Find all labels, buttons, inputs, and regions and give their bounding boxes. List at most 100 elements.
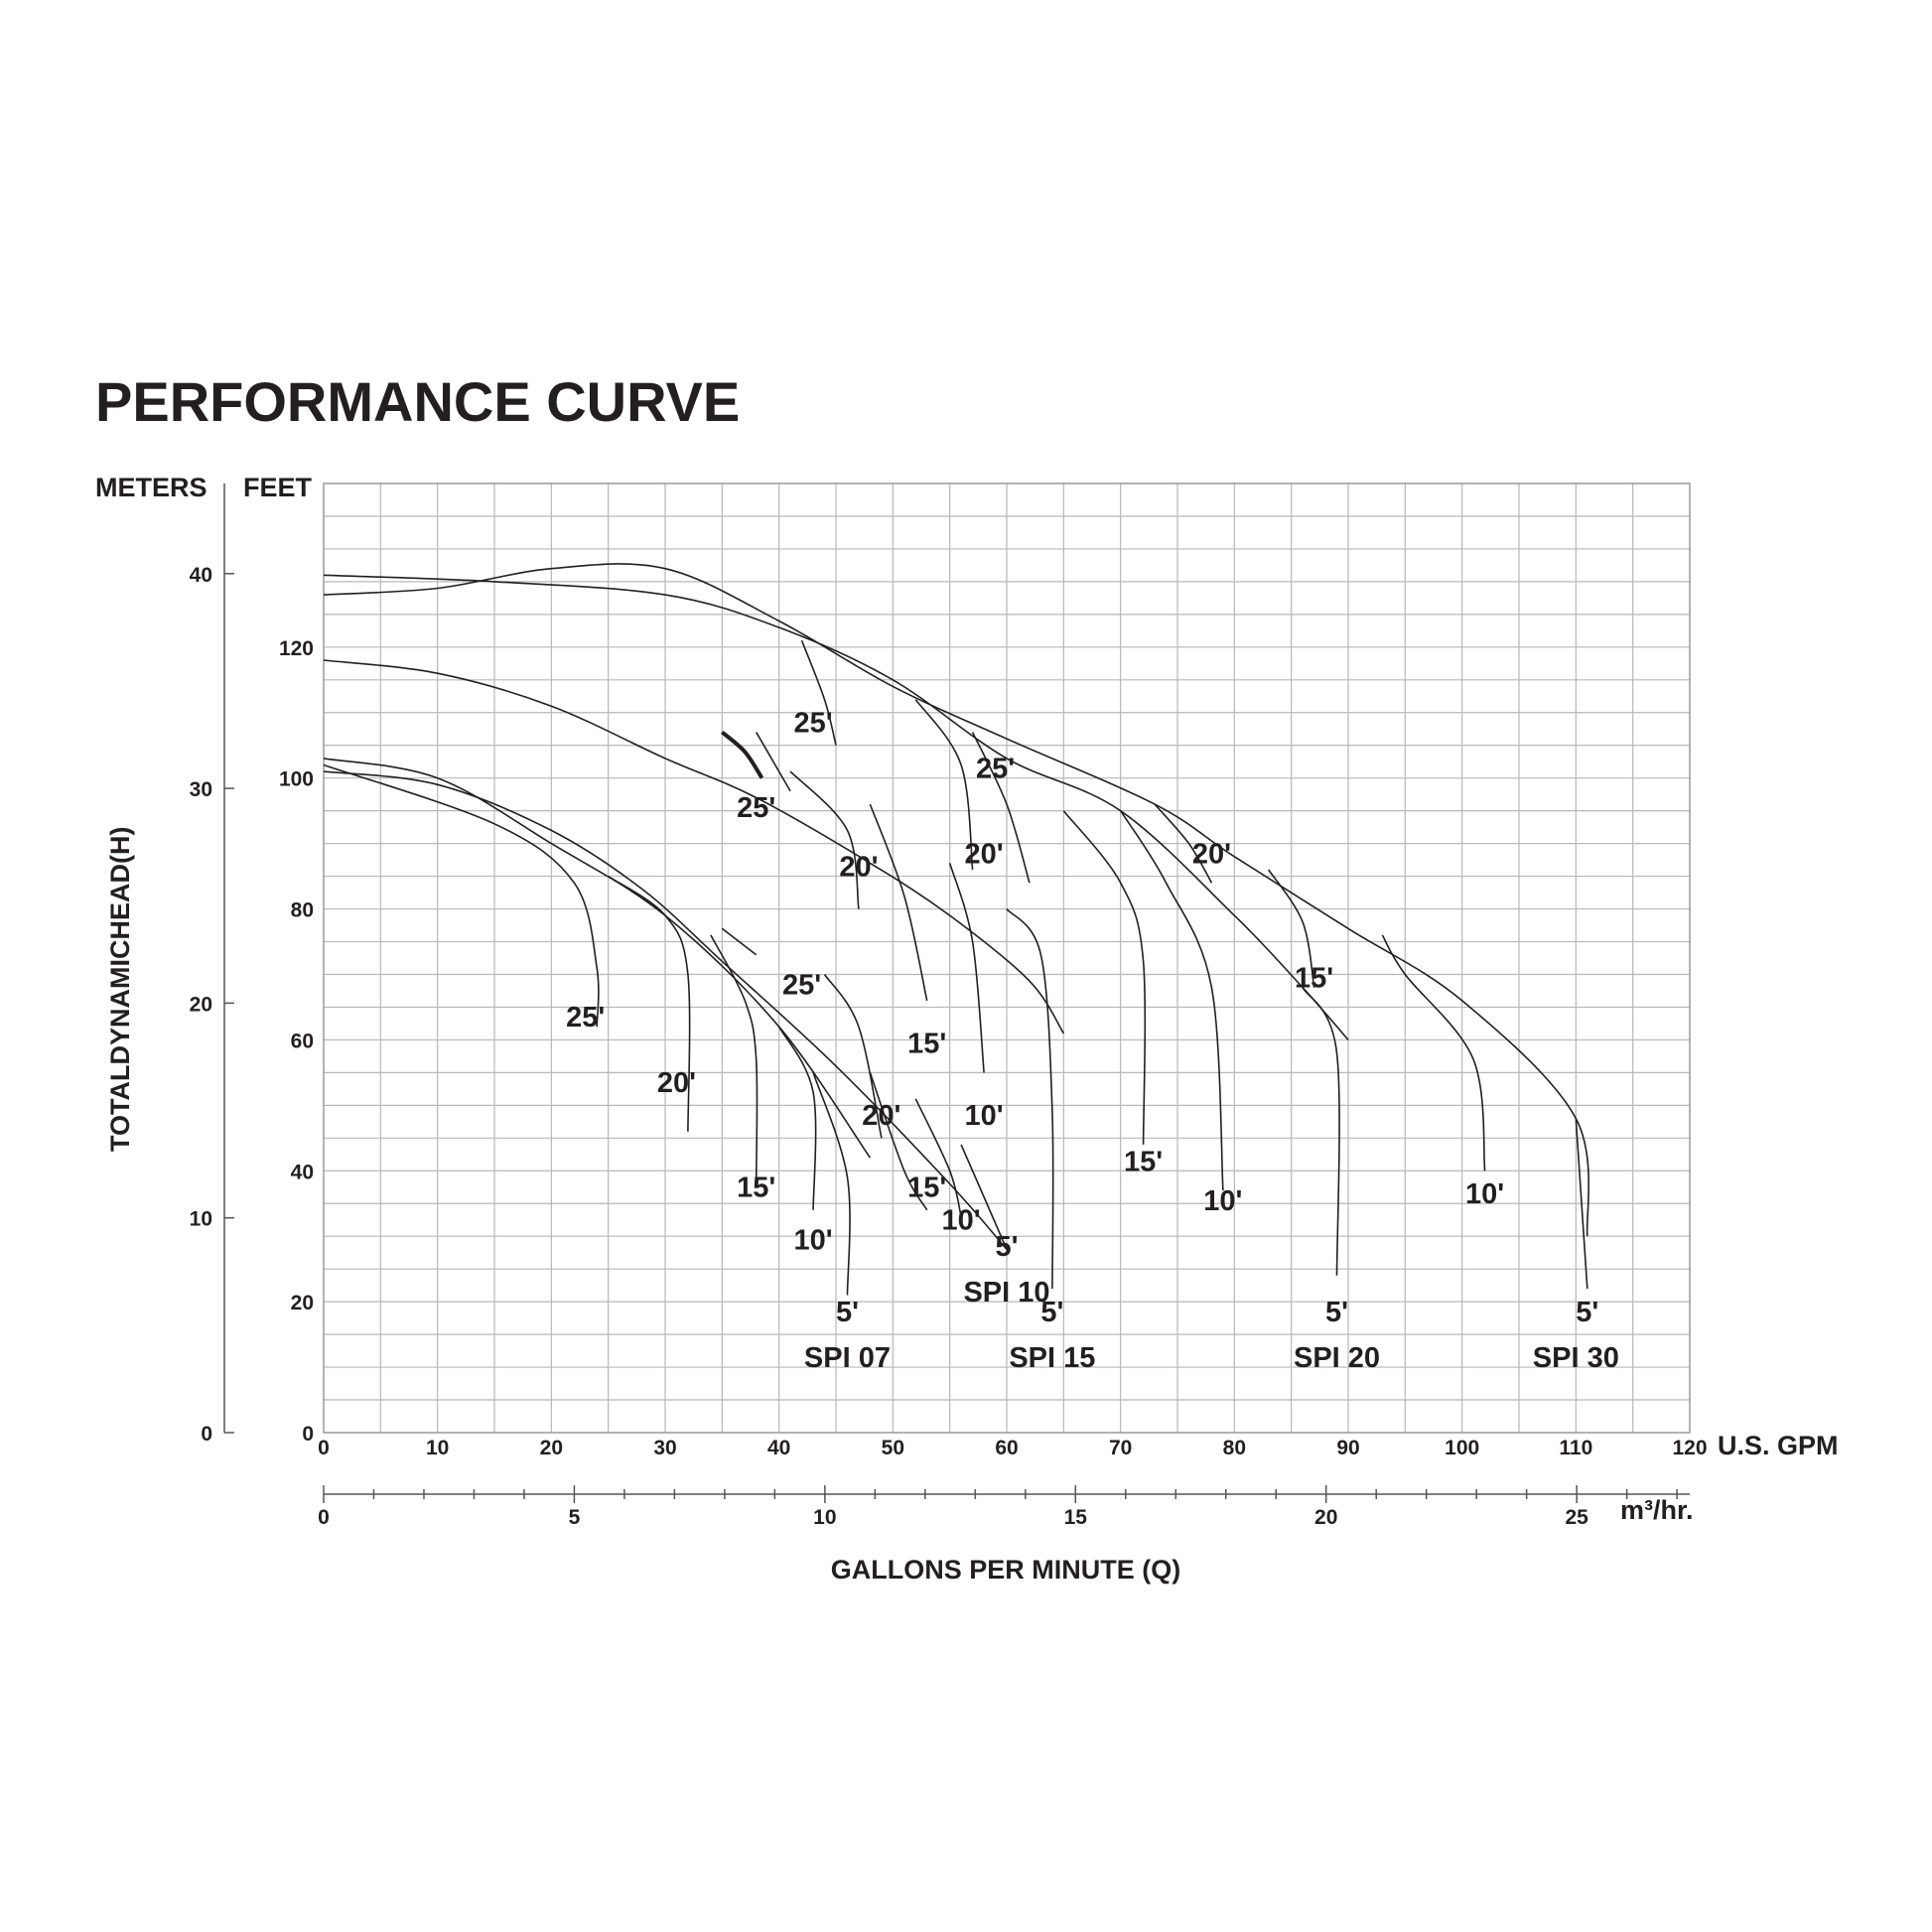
suction-lift-curve [710,934,759,1184]
suction-lift-label: 25' [782,969,821,1001]
suction-lift-curve [1381,934,1486,1172]
y-tick-feet: 60 [291,1030,314,1052]
y-tick-meters: 10 [190,1208,212,1231]
y-tick-feet: 80 [291,899,314,922]
curves [323,563,1590,1296]
suction-lift-label: 20' [839,852,878,884]
suction-lift-curve [960,1144,1008,1250]
suction-lift-curve [823,974,883,1139]
x-tick-label: 10 [426,1437,449,1459]
y-tick-feet: 0 [302,1423,314,1446]
x-tick-label: 90 [1336,1437,1359,1459]
model-label: SPI 10 [963,1277,1049,1309]
suction-lift-curve [1006,908,1054,1290]
x-unit-gpm: U.S. GPM [1718,1431,1839,1460]
y-tick-feet: 20 [291,1292,314,1314]
x-tick-label: 70 [1109,1437,1132,1459]
suction-lift-curve [812,1072,851,1296]
m3-tick-label: 10 [813,1506,836,1529]
chart-title: PERFORMANCE CURVE [95,370,740,433]
suction-lift-curve [1575,1118,1588,1290]
model-label: SPI 15 [1009,1342,1095,1374]
y-tick-feet: 40 [291,1161,314,1183]
y-tick-meters: 40 [190,564,212,587]
suction-lift-curve [914,1098,962,1217]
suction-lift-curve [800,639,837,746]
m3-tick-label: 15 [1064,1506,1088,1529]
suction-lift-label: 5' [995,1231,1018,1263]
x-tick-label: 100 [1445,1437,1479,1459]
plot-frame [323,483,1691,1434]
suction-lift-label: 15' [1124,1146,1163,1177]
suction-lift-label: 10' [1465,1178,1504,1210]
suction-lift-label: 20' [964,838,1003,870]
suction-lift-curve [1302,987,1340,1276]
suction-lift-curve [323,763,600,1028]
suction-lift-label: 20' [862,1100,900,1132]
suction-lift-label: 15' [907,1173,946,1204]
x-tick-label: 40 [767,1437,790,1459]
m3-tick-label: 20 [1314,1506,1337,1529]
suction-lift-label: 25' [566,1002,605,1034]
suction-lift-curve [869,803,928,1002]
suction-lift-curve [756,732,791,792]
suction-lift-curve [914,699,974,871]
head-curve-spi-30 [323,563,1590,1237]
curve-labels: 25'20'15'10'5'25'20'15'10'5'25'20'15'10'… [566,708,1619,1375]
x-axis-label: GALLONS PER MINUTE (Q) [831,1555,1181,1585]
y-axis-label: TOTALDYNAMICHEAD(H) [105,827,135,1152]
x-unit-m3: m³/hr. [1620,1495,1694,1525]
x-tick-label: 60 [995,1437,1018,1459]
suction-lift-label: 10' [942,1205,981,1237]
suction-lift-curve [608,875,691,1132]
suction-lift-curve [1062,810,1147,1145]
head-curve-spi-15 [323,659,1064,1035]
x-tick-label: 50 [882,1437,904,1459]
suction-lift-label: 5' [1576,1297,1598,1328]
axes: 0 10 20 30 40 50 60 70 80 90 100 110 120020406080100… [190,483,1708,1529]
suction-lift-label: 15' [907,1029,946,1060]
y-tick-meters: 30 [190,778,212,801]
x-tick-label: 120 [1672,1437,1707,1459]
suction-lift-label: 10' [793,1224,832,1256]
x-tick-label: 0 [318,1437,330,1459]
suction-lift-label: 10' [964,1100,1003,1132]
y-tick-meters: 20 [190,993,212,1016]
m3-tick-label: 25 [1565,1506,1588,1529]
suction-lift-label: 15' [737,1173,775,1204]
model-label: SPI 30 [1533,1342,1619,1374]
suction-lift-label: 20' [1192,838,1231,870]
suction-lift-curve [1268,869,1315,988]
m3-tick-label: 0 [318,1506,330,1529]
y-tick-meters: 0 [201,1423,212,1446]
suction-lift-label: 25' [793,708,832,740]
y-tick-feet: 120 [279,637,314,660]
highlight-segment [721,730,764,779]
suction-lift-curve [721,927,758,956]
model-label: SPI 07 [804,1342,891,1374]
y-tick-feet: 100 [279,768,314,791]
suction-lift-label: 25' [737,792,775,824]
suction-lift-curve [869,1072,928,1211]
model-label: SPI 20 [1294,1342,1380,1374]
feet-axis-head: FEET [243,473,313,502]
suction-lift-curve [1120,810,1224,1191]
suction-lift-curve [948,863,985,1073]
head-curve-spi-07 [323,758,872,1159]
suction-lift-label: 5' [1325,1297,1348,1328]
x-tick-label: 110 [1559,1437,1592,1459]
x-tick-label: 30 [653,1437,676,1459]
suction-lift-label: 25' [976,754,1015,785]
suction-lift-curve [789,770,860,909]
m3-tick-label: 5 [569,1506,581,1529]
suction-lift-label: 5' [1040,1297,1063,1328]
head-curve-spi-20 [323,574,1349,1040]
suction-lift-label: 20' [657,1067,696,1099]
suction-lift-curve [971,732,1031,884]
x-tick-label: 20 [540,1437,563,1459]
suction-lift-label: 10' [1203,1185,1242,1217]
suction-lift-label: 5' [836,1297,859,1328]
meters-axis-head: METERS [95,473,207,502]
x-tick-label: 80 [1223,1437,1246,1459]
